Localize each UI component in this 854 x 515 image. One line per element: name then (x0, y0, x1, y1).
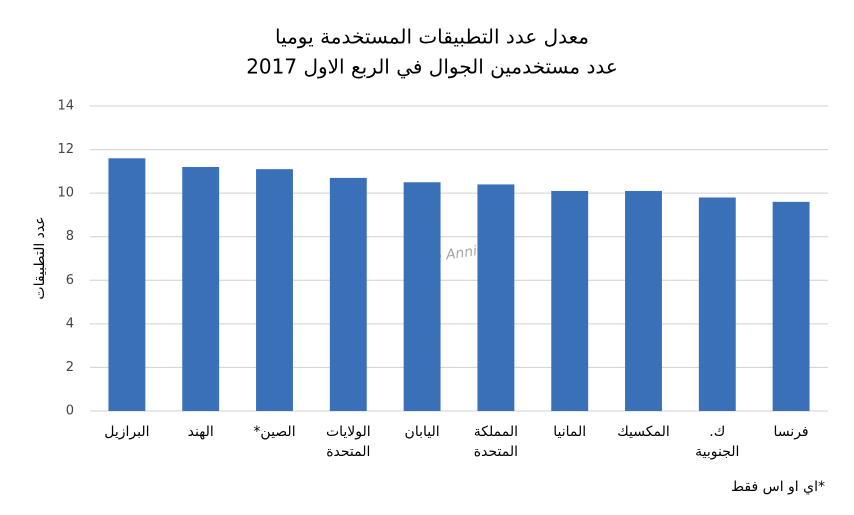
bar (182, 167, 220, 411)
bar (625, 190, 662, 411)
y-axis-label: عدد التطبيقات (32, 216, 48, 299)
x-tick-label: المكسيك (617, 424, 670, 440)
y-tick-label: 8 (66, 229, 74, 244)
x-tick-label: الولايات المتحدة (326, 424, 371, 460)
chart-subtitle: عدد مستخدمين الجوال في الربع الاول 2017 (246, 55, 618, 80)
y-tick-label: 14 (57, 99, 74, 114)
y-tick-label: 2 (66, 360, 74, 375)
x-tick-label: فرنسا (774, 424, 809, 440)
bar (772, 201, 810, 411)
x-tick-label: الصين* (253, 424, 295, 440)
bar (108, 158, 146, 411)
bar (551, 190, 589, 411)
y-tick-label: 12 (57, 142, 74, 157)
y-tick-label: 10 (57, 186, 74, 201)
footnote: *اي او اس فقط (731, 479, 825, 495)
x-tick-label: المملكة المتحدة (474, 424, 518, 460)
bar (403, 182, 441, 411)
bar (329, 177, 367, 411)
bar (256, 169, 293, 411)
x-tick-label: الهند (188, 424, 214, 440)
x-tick-label: ك. الجنوبية (695, 424, 739, 460)
y-tick-label: 0 (66, 404, 74, 419)
x-tick-label: اليابان (405, 424, 440, 440)
bar (477, 184, 515, 411)
bar (698, 197, 736, 411)
y-tick-label: 6 (66, 273, 74, 288)
x-tick-label: المانيا (553, 424, 586, 440)
chart-title: معدل عدد التطبيقات المستخدمة يوميا (275, 25, 589, 49)
x-tick-label: البرازيل (104, 424, 149, 440)
y-tick-label: 4 (66, 316, 74, 331)
